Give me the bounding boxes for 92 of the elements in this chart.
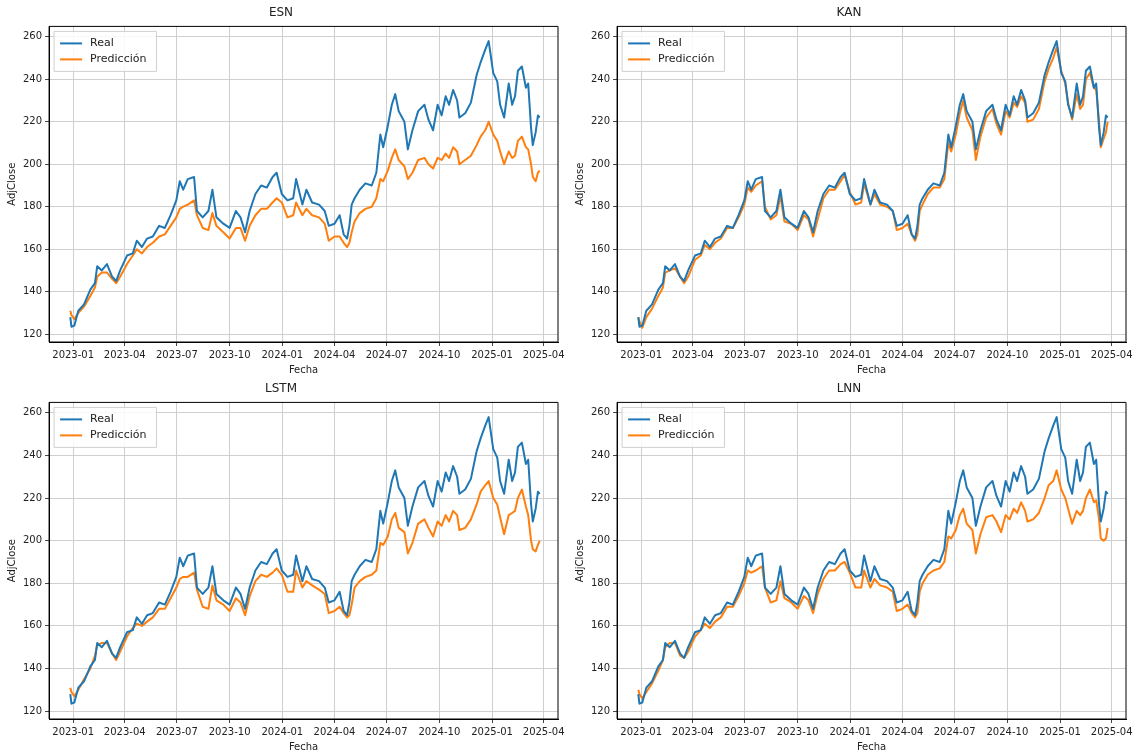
x-tick-label: 2023-04 [103, 348, 146, 360]
legend-label: Real [90, 412, 114, 426]
x-axis-title: Fecha [856, 740, 887, 752]
x-tick-label: 2023-07 [155, 725, 198, 737]
y-tick-label: 220 [590, 491, 611, 503]
y-tick-label: 240 [590, 449, 611, 461]
x-tick-label: 2024-01 [261, 725, 304, 737]
x-axis-title: Fecha [288, 363, 319, 375]
legend-label: Predicción [658, 52, 715, 66]
x-tick-label: 2023-07 [155, 348, 198, 360]
y-tick-label: 260 [22, 30, 43, 42]
y-tick-label: 220 [22, 491, 43, 503]
y-tick-label: 200 [22, 534, 43, 546]
y-tick-label: 240 [22, 449, 43, 461]
y-tick-label: 180 [22, 576, 43, 588]
y-tick-label: 140 [590, 662, 611, 674]
x-tick-label: 2023-01 [620, 725, 663, 737]
chart-title: LNN [836, 381, 862, 396]
legend-label: Predicción [90, 428, 147, 442]
x-tick-label: 2025-04 [522, 348, 565, 360]
x-tick-label: 2023-10 [776, 725, 819, 737]
y-tick-label: 160 [590, 242, 611, 254]
x-tick-label: 2023-07 [723, 725, 766, 737]
x-tick-label: 2024-04 [881, 348, 924, 360]
chart-title: ESN [268, 5, 294, 20]
x-tick-label: 2023-04 [671, 725, 714, 737]
y-axis-title: AdjClose [573, 539, 585, 583]
y-tick-label: 120 [22, 327, 43, 339]
x-tick-label: 2024-04 [313, 725, 356, 737]
legend-label: Predicción [658, 428, 715, 442]
x-tick-label: 2024-01 [829, 725, 872, 737]
x-tick-label: 2023-04 [671, 348, 714, 360]
y-tick-label: 160 [22, 242, 43, 254]
y-tick-label: 200 [590, 157, 611, 169]
y-tick-label: 220 [590, 115, 611, 127]
y-tick-label: 140 [590, 285, 611, 297]
x-tick-label: 2023-01 [52, 348, 95, 360]
legend-label: Predicción [90, 52, 147, 66]
y-tick-label: 120 [22, 704, 43, 716]
y-axis-title: AdjClose [5, 162, 17, 206]
y-tick-label: 180 [590, 576, 611, 588]
legend-label: Real [90, 36, 114, 50]
x-tick-label: 2025-01 [471, 725, 513, 737]
x-tick-label: 2023-10 [208, 725, 251, 737]
x-tick-label: 2024-10 [986, 725, 1029, 737]
x-tick-label: 2024-07 [933, 348, 976, 360]
x-axis-title: Fecha [288, 740, 319, 752]
x-tick-label: 2024-10 [418, 348, 461, 360]
x-tick-label: 2024-10 [418, 725, 461, 737]
y-tick-label: 220 [22, 115, 43, 127]
x-tick-label: 2023-04 [103, 725, 146, 737]
y-tick-label: 240 [590, 72, 611, 84]
y-tick-label: 260 [22, 406, 43, 418]
x-tick-label: 2023-10 [776, 348, 819, 360]
x-tick-label: 2024-04 [881, 725, 924, 737]
x-tick-label: 2025-04 [1090, 348, 1133, 360]
chart-title: KAN [836, 5, 862, 20]
x-tick-label: 2025-04 [1090, 725, 1133, 737]
x-tick-label: 2023-01 [620, 348, 663, 360]
y-tick-label: 180 [22, 200, 43, 212]
y-tick-label: 200 [590, 534, 611, 546]
y-tick-label: 260 [590, 30, 611, 42]
legend-label: Real [658, 36, 682, 50]
x-tick-label: 2024-01 [829, 348, 872, 360]
x-tick-label: 2024-10 [986, 348, 1029, 360]
x-tick-label: 2023-01 [52, 725, 95, 737]
y-tick-label: 200 [22, 157, 43, 169]
y-tick-label: 180 [590, 200, 611, 212]
x-axis-title: Fecha [856, 363, 887, 375]
y-tick-label: 140 [22, 662, 43, 674]
y-tick-label: 120 [590, 327, 611, 339]
y-axis-title: AdjClose [5, 539, 17, 583]
y-tick-label: 240 [22, 72, 43, 84]
x-tick-label: 2025-01 [1039, 348, 1081, 360]
x-tick-label: 2024-07 [365, 725, 408, 737]
x-tick-label: 2024-07 [365, 348, 408, 360]
x-tick-label: 2024-07 [933, 725, 976, 737]
x-tick-label: 2024-04 [313, 348, 356, 360]
y-axis-title: AdjClose [573, 162, 585, 206]
y-tick-label: 160 [22, 619, 43, 631]
x-tick-label: 2025-04 [522, 725, 565, 737]
y-tick-label: 120 [590, 704, 611, 716]
x-tick-label: 2023-10 [208, 348, 251, 360]
x-tick-label: 2025-01 [471, 348, 513, 360]
chart-title: LSTM [265, 381, 297, 396]
x-tick-label: 2024-01 [261, 348, 304, 360]
legend-label: Real [658, 412, 682, 426]
y-tick-label: 140 [22, 285, 43, 297]
y-tick-label: 160 [590, 619, 611, 631]
x-tick-label: 2025-01 [1039, 725, 1081, 737]
x-tick-label: 2023-07 [723, 348, 766, 360]
y-tick-label: 260 [590, 406, 611, 418]
